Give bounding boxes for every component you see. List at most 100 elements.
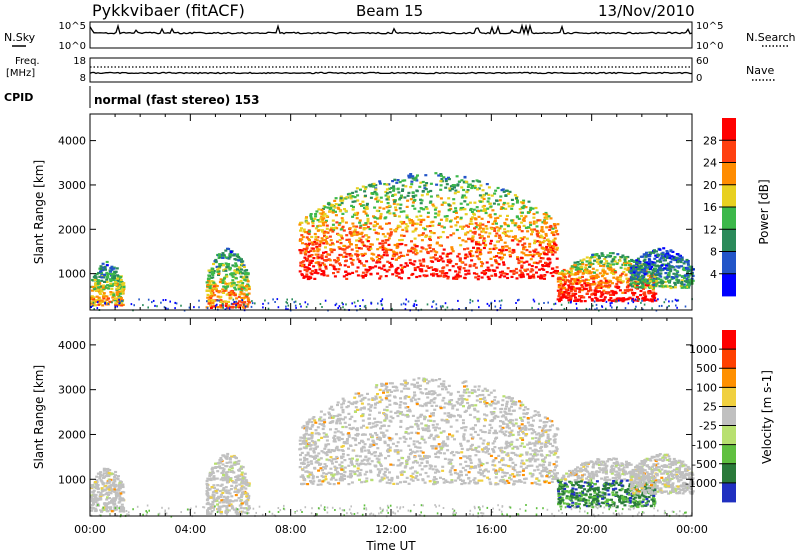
power-cell xyxy=(334,214,338,217)
power-cell xyxy=(231,305,235,309)
power-cell xyxy=(471,231,475,234)
power-cell xyxy=(358,259,362,263)
power-cell xyxy=(576,261,580,264)
power-cell xyxy=(437,236,441,239)
power-cell xyxy=(603,277,607,280)
power-cell xyxy=(497,229,500,232)
power-cell xyxy=(238,300,242,303)
velocity-cell xyxy=(227,509,231,512)
power-ground-cell xyxy=(661,304,663,307)
power-cell xyxy=(440,257,444,260)
power-cell xyxy=(604,291,608,294)
power-cell xyxy=(328,235,332,238)
velocity-cell xyxy=(113,490,117,493)
power-cell xyxy=(446,275,450,278)
velocity-cell xyxy=(363,480,367,483)
power-ground-cell xyxy=(180,304,182,307)
power-cell xyxy=(565,288,568,291)
velocity-cell xyxy=(228,458,232,461)
power-cell xyxy=(211,276,215,279)
power-cell xyxy=(495,232,499,235)
power-cell xyxy=(656,254,660,258)
velocity-cell xyxy=(205,484,209,487)
power-cell xyxy=(647,274,650,277)
power-cell xyxy=(445,264,449,267)
power-cell xyxy=(308,254,312,257)
velocity-cell xyxy=(487,447,490,451)
velocity-cell xyxy=(122,507,126,510)
velocity-cell xyxy=(224,474,227,477)
power-cell xyxy=(540,267,544,270)
power-cell xyxy=(576,272,580,275)
power-ground-cell xyxy=(376,308,378,311)
power-cell xyxy=(630,258,633,262)
power-cell xyxy=(481,189,485,192)
power-cell xyxy=(246,280,250,283)
power-cell xyxy=(582,296,586,299)
power-ground-cell xyxy=(291,298,293,301)
velocity-cell xyxy=(299,462,303,465)
power-cell xyxy=(505,189,508,192)
power-cell xyxy=(414,227,418,230)
velocity-cell xyxy=(477,479,481,482)
power-cell xyxy=(575,282,579,285)
power-cell xyxy=(521,211,524,214)
nsearch-tick-bottom: 10^0 xyxy=(696,41,723,52)
power-cell xyxy=(303,266,307,269)
power-cell xyxy=(112,294,116,297)
power-ground-cell xyxy=(293,301,296,304)
power-cell xyxy=(398,243,402,246)
power-cell xyxy=(337,233,341,236)
velocity-cell xyxy=(235,499,239,502)
power-cell xyxy=(510,219,514,222)
velocity-cell xyxy=(107,474,111,478)
power-cell xyxy=(480,276,484,279)
power-cell xyxy=(424,234,428,237)
power-cell xyxy=(482,246,486,250)
power-cell xyxy=(625,261,629,264)
power-cell xyxy=(456,221,459,224)
power-cell xyxy=(450,248,454,251)
velocity-cell xyxy=(216,503,219,506)
power-cell xyxy=(654,292,658,295)
power-cell xyxy=(448,260,452,263)
velocity-cell xyxy=(209,496,213,499)
power-cell xyxy=(239,275,243,278)
velocity-cell xyxy=(206,494,210,497)
power-cell xyxy=(602,298,606,301)
power-ground-cell xyxy=(351,302,353,305)
power-cell xyxy=(322,263,326,266)
power-cell xyxy=(326,206,330,209)
power-cell xyxy=(583,269,587,272)
velocity-cell xyxy=(222,488,225,491)
power-cell xyxy=(422,218,425,221)
velocity-cell xyxy=(341,397,345,400)
power-ground-cell xyxy=(627,302,630,305)
power-cell xyxy=(640,274,644,277)
power-cell xyxy=(309,214,313,217)
power-cell xyxy=(227,257,231,260)
power-cell xyxy=(453,217,457,220)
power-cell xyxy=(217,273,220,276)
velocity-cell xyxy=(350,463,354,466)
power-cell xyxy=(223,300,227,303)
power-cell xyxy=(495,226,499,229)
power-cell xyxy=(515,195,519,199)
power-cell xyxy=(613,270,617,273)
power-cell xyxy=(396,224,400,227)
velocity-cell xyxy=(118,500,122,503)
power-cell xyxy=(551,274,555,278)
power-cell xyxy=(536,275,540,278)
power-cell xyxy=(384,249,388,252)
power-cell xyxy=(662,247,666,250)
power-cell xyxy=(464,273,468,276)
power-cell xyxy=(389,228,393,231)
power-cell xyxy=(343,251,347,254)
velocity-cell xyxy=(214,462,217,465)
power-cell xyxy=(585,292,589,295)
velocity-cell xyxy=(119,483,123,486)
power-cell xyxy=(398,198,402,201)
power-cell xyxy=(299,229,302,232)
power-cell xyxy=(691,274,695,277)
power-cell xyxy=(355,246,359,249)
